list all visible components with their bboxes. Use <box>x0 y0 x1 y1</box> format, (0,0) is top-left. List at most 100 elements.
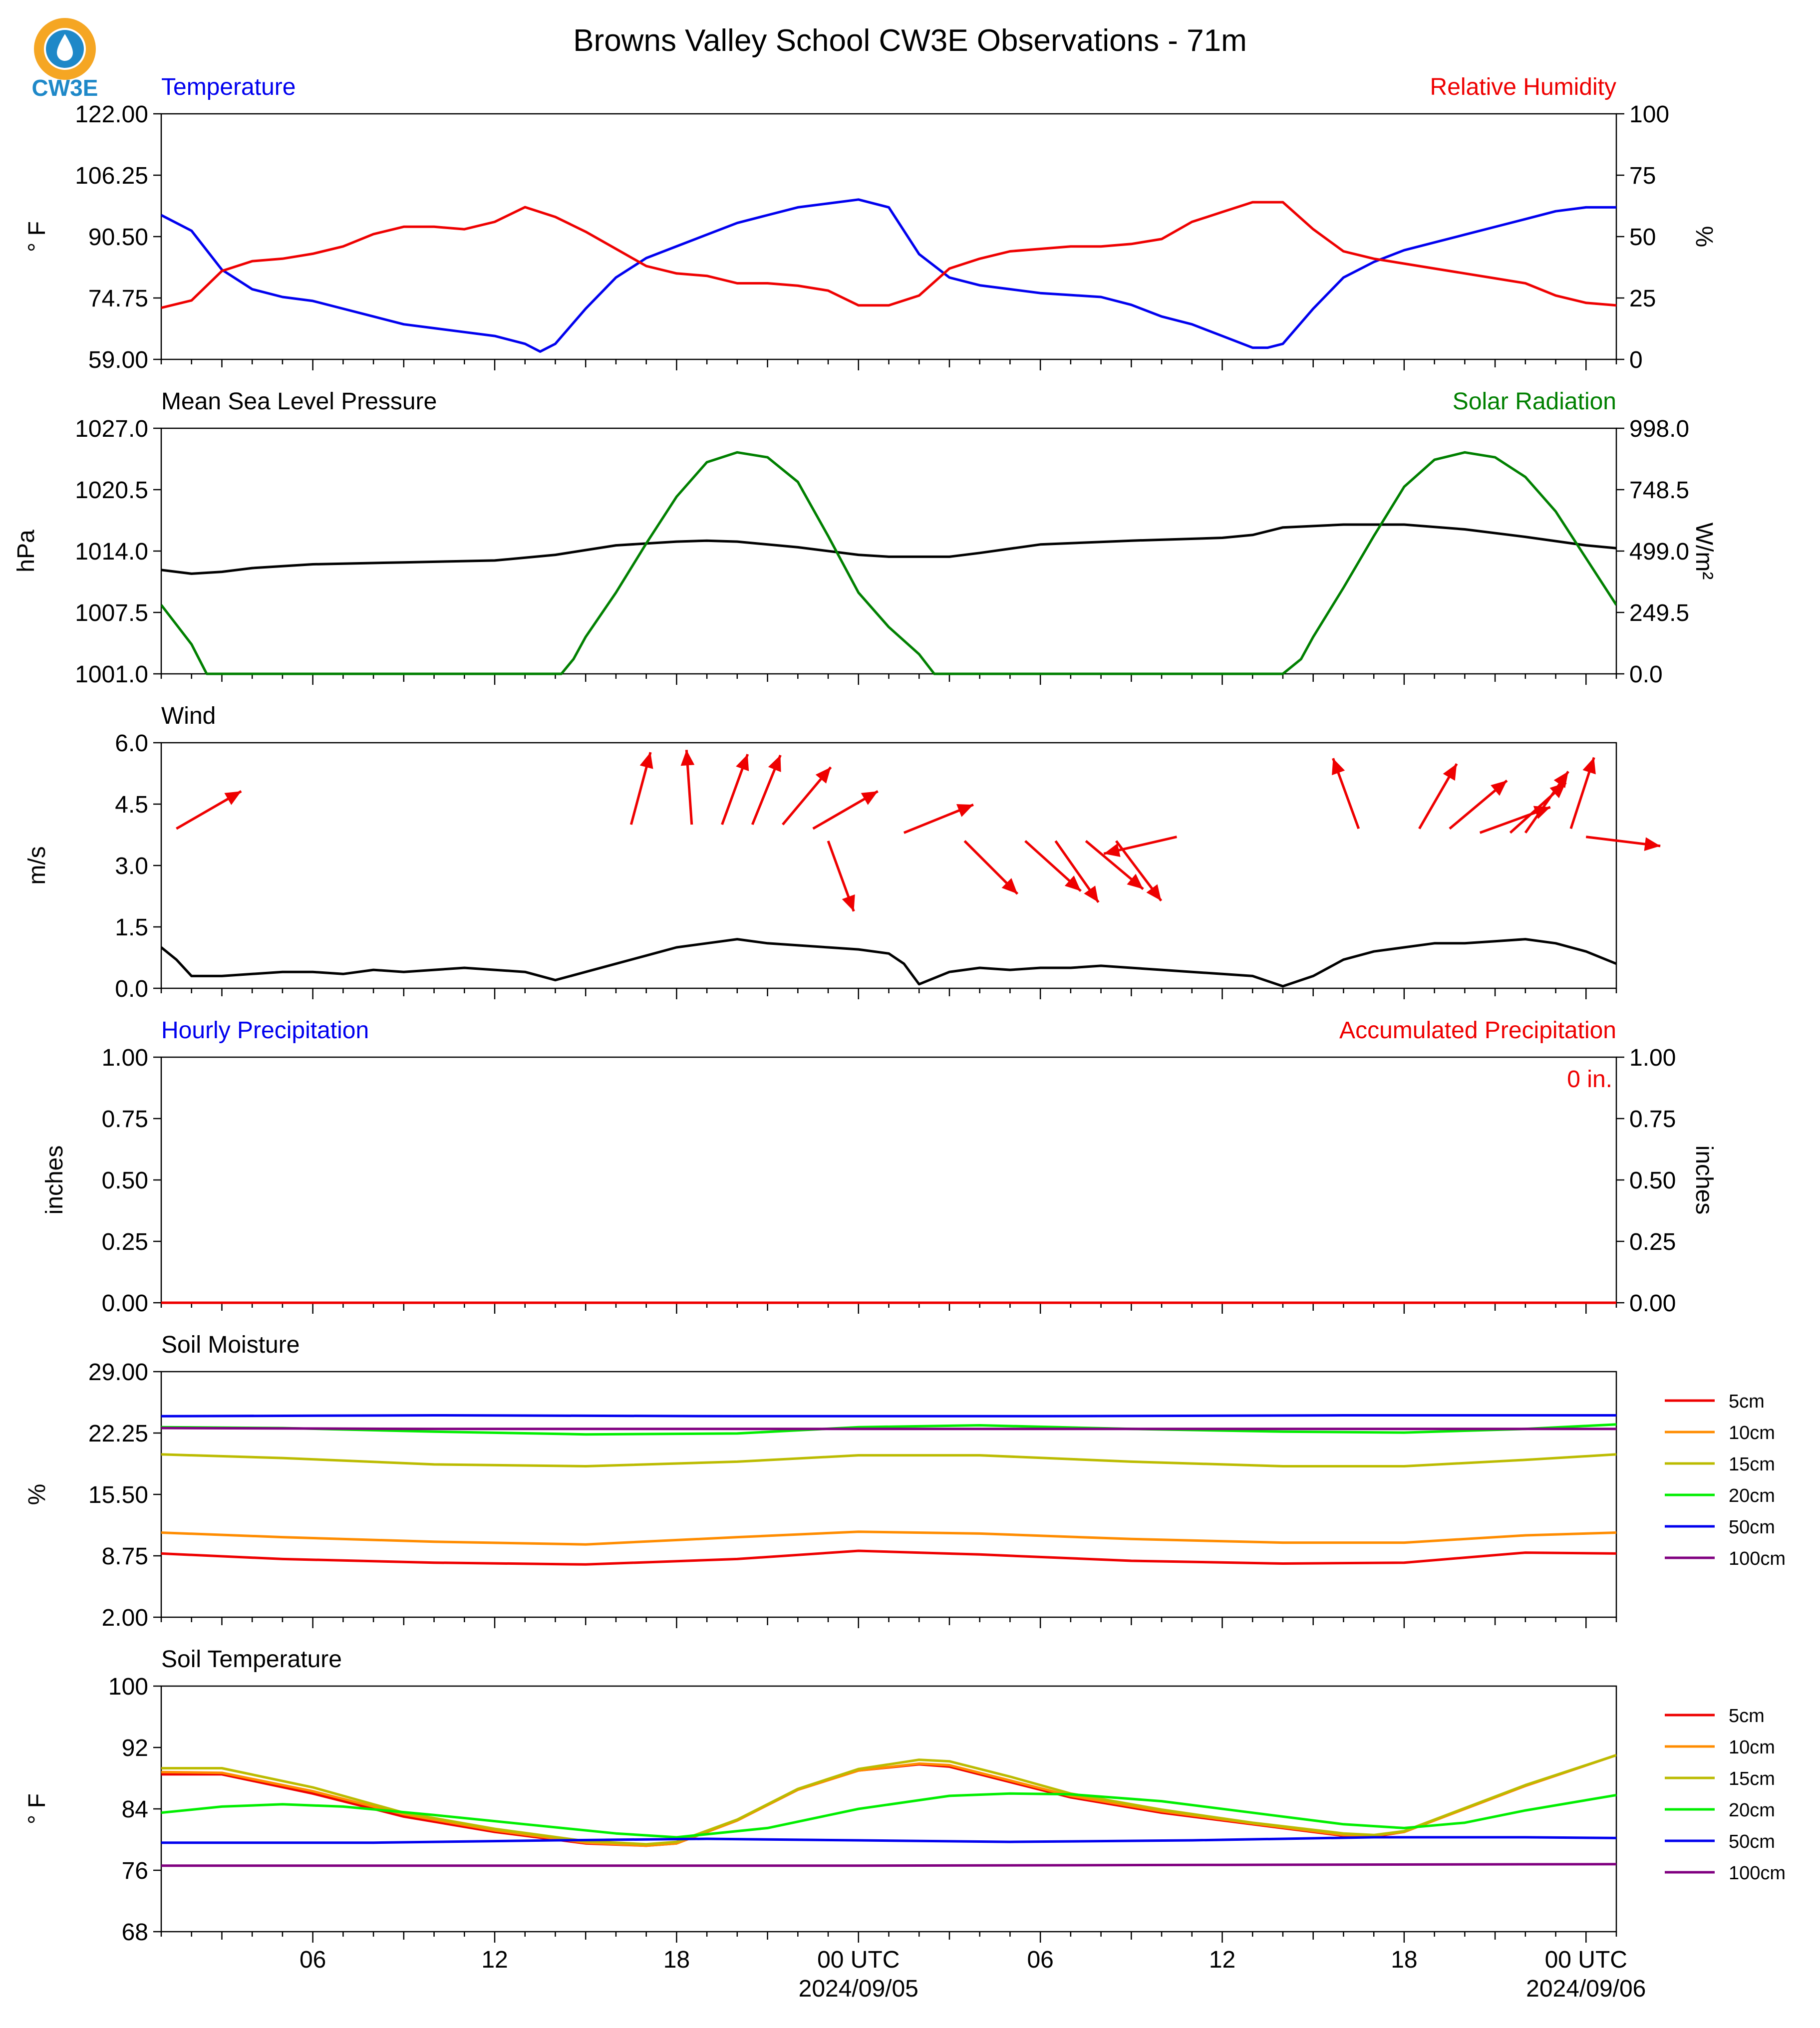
series-line-s2 <box>161 201 1616 309</box>
y2-tick-label: 1.00 <box>1629 1045 1676 1071</box>
panel-4: 1.00 0.75 0.50 0.25 0.00 1.00 0.75 0.50 0.25 0.00… <box>41 1017 1717 1317</box>
y2-axis-label: W/m² <box>1691 523 1717 580</box>
panel-title-right: Accumulated Precipitation <box>1339 1017 1616 1044</box>
panel-5: 29.00 22.25 15.50 8.75 2.00% Soil Moisture 5cm… <box>24 1332 1786 1631</box>
wind-arrow-head <box>1491 780 1507 796</box>
y-tick-label: 0.25 <box>102 1229 148 1255</box>
wind-arrow-head <box>639 752 653 769</box>
series-line-20cm <box>161 1423 1616 1436</box>
wind-arrow-head <box>1001 878 1018 894</box>
wind-arrow-head <box>1549 783 1566 799</box>
y2-tick-label: 249.5 <box>1629 600 1689 626</box>
series-line-s1 <box>161 198 1616 353</box>
y-tick-label: 0.00 <box>102 1290 148 1317</box>
y-tick-label: 68 <box>122 1919 148 1946</box>
logo-ring-icon <box>34 18 96 80</box>
y-tick-label: 15.50 <box>88 1482 148 1508</box>
series-line-50cm <box>161 1414 1616 1418</box>
y2-tick-label: 998.0 <box>1629 416 1689 442</box>
y-tick-label: 92 <box>122 1735 148 1761</box>
y2-tick-label: 0 <box>1629 347 1643 373</box>
wind-arrow-head <box>224 791 242 805</box>
y-tick-label: 106.25 <box>75 163 148 189</box>
x-date-label: 2024/09/06 <box>1526 1976 1646 2002</box>
legend-label: 10cm <box>1729 1737 1775 1758</box>
panel-title-left: Mean Sea Level Pressure <box>161 388 437 415</box>
y2-axis-label: % <box>1691 226 1717 248</box>
x-tick-label: 00 UTC <box>817 1947 900 1973</box>
y2-tick-label: 748.5 <box>1629 477 1689 504</box>
wind-arrow-head <box>1104 843 1121 857</box>
series-line-100cm <box>161 1863 1616 1867</box>
y2-tick-label: 0.00 <box>1629 1290 1676 1317</box>
y-tick-label: 1014.0 <box>75 539 148 565</box>
panel-title-left: Hourly Precipitation <box>161 1017 369 1044</box>
y-tick-label: 1.5 <box>115 914 148 941</box>
y-tick-label: 0.50 <box>102 1167 148 1194</box>
legend-label: 100cm <box>1729 1863 1786 1884</box>
cw3e-logo: CW3E <box>32 18 98 101</box>
wind-arrow-head <box>768 755 781 772</box>
series-line-s1 <box>161 938 1616 988</box>
legend-label: 100cm <box>1729 1548 1786 1569</box>
wind-arrow-head <box>1332 758 1345 776</box>
x-tick-label: 06 <box>300 1947 326 1973</box>
wind-arrow-head <box>956 804 973 817</box>
x-tick-label: 00 UTC <box>1545 1947 1627 1973</box>
wind-arrow-head <box>842 894 855 911</box>
x-tick-label: 06 <box>1027 1947 1053 1973</box>
panel-title-left: Wind <box>161 703 216 729</box>
legend-label: 5cm <box>1729 1391 1765 1412</box>
wind-arrow-head <box>1127 873 1144 889</box>
y-axis-label: m/s <box>24 846 50 884</box>
series-line-5cm <box>161 1549 1616 1566</box>
y-tick-label: 2.00 <box>102 1605 148 1631</box>
x-tick-label: 18 <box>663 1947 690 1973</box>
series-line-15cm <box>161 1453 1616 1467</box>
series-line-50cm <box>161 1836 1616 1844</box>
y2-tick-label: 50 <box>1629 224 1656 251</box>
y-tick-label: 1001.0 <box>75 661 148 688</box>
y2-tick-label: 0.25 <box>1629 1229 1676 1255</box>
y-axis-label: inches <box>41 1146 68 1215</box>
panel-title-left: Soil Moisture <box>161 1332 300 1358</box>
wind-arrow-head <box>815 767 831 784</box>
panel-title-right: Relative Humidity <box>1430 74 1616 100</box>
wind-arrow-head <box>1644 837 1661 851</box>
legend-label: 15cm <box>1729 1768 1775 1789</box>
y-tick-label: 3.0 <box>115 853 148 879</box>
y2-tick-label: 499.0 <box>1629 539 1689 565</box>
wind-arrow-head <box>861 791 878 805</box>
legend: 5cm 10cm 15cm 20cm 50cm 100cm <box>1665 1391 1786 1569</box>
wind-arrow-head <box>736 754 749 771</box>
legend-label: 50cm <box>1729 1831 1775 1852</box>
series-line-s2 <box>161 451 1616 675</box>
series-group <box>161 198 1616 353</box>
panel-3: 6.0 4.5 3.0 1.5 0.0 m/s Wind <box>24 703 1661 1002</box>
figure-title: Browns Valley School CW3E Observations -… <box>573 23 1247 58</box>
y-tick-label: 74.75 <box>88 286 148 312</box>
y-tick-label: 8.75 <box>102 1543 148 1570</box>
legend-label: 50cm <box>1729 1517 1775 1538</box>
panel-title-left: Temperature <box>161 74 296 100</box>
y-tick-label: 90.50 <box>88 224 148 251</box>
accumulated-total-label: 0 in. <box>1567 1066 1612 1093</box>
y-axis-label: ° F <box>24 221 50 252</box>
y2-tick-label: 0.50 <box>1629 1167 1676 1194</box>
y2-tick-label: 25 <box>1629 286 1656 312</box>
series-line-10cm <box>161 1530 1616 1546</box>
y-tick-label: 6.0 <box>115 730 148 757</box>
legend-label: 15cm <box>1729 1454 1775 1475</box>
series-group <box>161 451 1616 675</box>
y-tick-label: 76 <box>122 1858 148 1884</box>
series-group <box>161 938 1616 988</box>
legend: 5cm 10cm 15cm 20cm 50cm 100cm <box>1665 1706 1786 1884</box>
panel-1: 122.00 106.25 90.50 74.75 59.00 100 75 50 25 0 ° F… <box>24 74 1717 373</box>
y-axis-label: % <box>24 1484 50 1505</box>
y2-tick-label: 75 <box>1629 163 1656 189</box>
legend-label: 20cm <box>1729 1485 1775 1506</box>
y2-axis-label: inches <box>1691 1146 1717 1215</box>
y-tick-label: 84 <box>122 1796 148 1823</box>
